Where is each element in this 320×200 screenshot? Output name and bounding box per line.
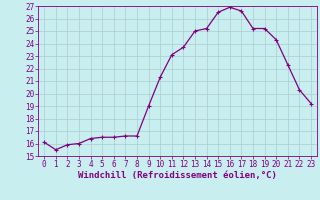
X-axis label: Windchill (Refroidissement éolien,°C): Windchill (Refroidissement éolien,°C) xyxy=(78,171,277,180)
